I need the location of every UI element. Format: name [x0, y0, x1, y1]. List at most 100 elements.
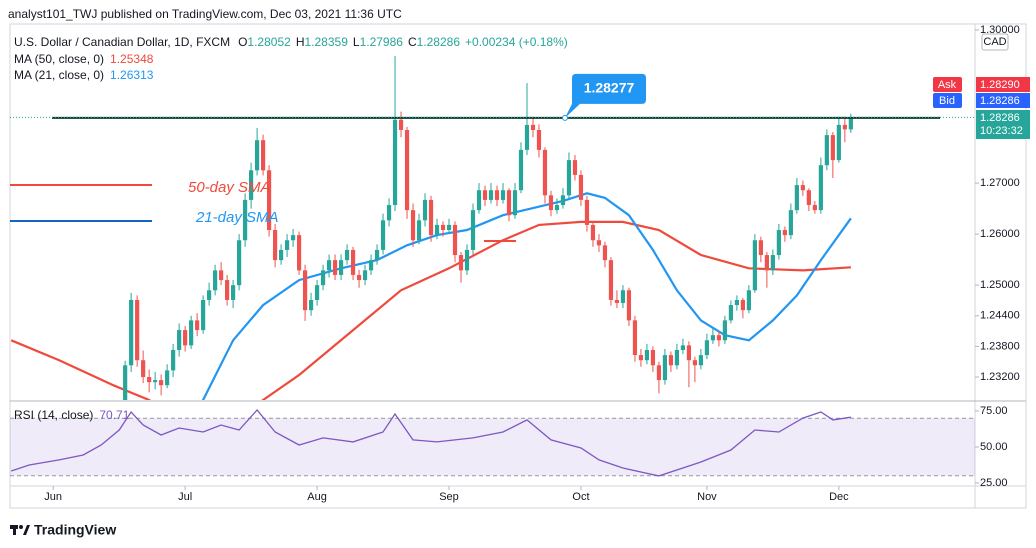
candle-body — [207, 290, 212, 300]
rsi-tick-label: 25.00 — [980, 477, 1008, 489]
candle-body — [686, 345, 692, 361]
candle-body — [392, 119, 398, 206]
candle-body — [195, 320, 200, 331]
candle-body — [314, 285, 320, 300]
candle-body — [692, 360, 698, 366]
moving-average — [10, 220, 851, 400]
candle-body — [356, 274, 362, 281]
logo: TradingView — [10, 522, 116, 538]
candle-body — [578, 174, 584, 200]
ma-legend: MA (21, close, 0) 1.26313 — [14, 68, 154, 82]
candle-body — [782, 230, 787, 236]
annotation: 21-day SMA — [195, 209, 279, 226]
x-tick-label: Aug — [307, 491, 327, 503]
candle-body — [326, 260, 332, 271]
candle-body — [620, 290, 626, 304]
candle-body — [249, 170, 254, 200]
x-tick-label: Jul — [178, 491, 192, 503]
candle-body — [542, 149, 548, 196]
candle-body — [458, 255, 464, 271]
price-pane — [10, 55, 975, 400]
quote-name: Bid — [939, 95, 955, 107]
candle-body — [153, 380, 158, 383]
candle-body — [464, 249, 470, 271]
legend: U.S. Dollar / Canadian Dollar, 1D, FXCM O… — [14, 35, 568, 49]
last-price-box — [976, 110, 1030, 139]
ohlc-value: 1.28052 — [247, 35, 291, 49]
ohlc-label: L — [353, 35, 360, 49]
candle-body — [350, 249, 356, 275]
candle-body — [476, 190, 482, 211]
candle-body — [344, 249, 350, 261]
rsi-line — [10, 409, 851, 477]
candle-body — [278, 249, 284, 261]
candle-body — [512, 190, 518, 216]
candle-body — [644, 349, 650, 361]
candle-body — [662, 355, 668, 381]
candle-body — [740, 299, 745, 311]
candle-body — [225, 280, 230, 300]
candle-body — [554, 205, 560, 211]
rsi-tick-label: 75.00 — [980, 405, 1008, 417]
rsi-pane — [10, 409, 975, 477]
candle-body — [734, 299, 739, 306]
candle-body — [201, 299, 206, 331]
candle-body — [722, 320, 728, 341]
candle-body — [500, 190, 506, 200]
quote-tag — [933, 77, 962, 92]
rsi-band — [10, 418, 975, 476]
candle-body — [590, 224, 596, 241]
rsi-value: 70.71 — [99, 408, 129, 422]
candle-body — [824, 135, 829, 166]
candle-body — [842, 124, 847, 130]
candle-body — [177, 330, 182, 350]
candle-body — [776, 230, 781, 256]
candle-body — [626, 290, 632, 321]
ma-name: MA (50, close, 0) — [14, 52, 104, 66]
candle-body — [159, 380, 164, 386]
candle-body — [674, 349, 680, 366]
candle-body — [488, 190, 494, 200]
rsi-legend: RSI (14, close) 70.71 — [14, 408, 130, 422]
candle-body — [129, 299, 134, 366]
countdown: 10:23:32 — [980, 125, 1023, 137]
candle-body — [386, 205, 392, 221]
rsi-tick-label: 50.00 — [980, 441, 1008, 453]
candle-body — [374, 249, 380, 261]
candle-body — [243, 199, 248, 241]
symbol: U.S. Dollar / Canadian Dollar, 1D, FXCM — [14, 35, 230, 49]
overlay: 1.28277 50-day SMA 21-day SMA CAD Ask 1.28290… — [188, 33, 1030, 226]
candle-body — [171, 349, 176, 371]
candle-body — [123, 365, 128, 400]
x-tick-label: Oct — [572, 491, 589, 503]
x-tick-label: Dec — [829, 491, 849, 503]
ma-value: 1.25348 — [110, 52, 154, 66]
candle-body — [272, 230, 278, 261]
candle-body — [764, 255, 769, 271]
candle-body — [788, 210, 793, 236]
candle-body — [332, 260, 338, 275]
candle-body — [584, 199, 590, 225]
change: +0.00234 (+0.18%) — [465, 35, 568, 49]
candle-body — [380, 220, 386, 250]
quote-box — [976, 77, 1030, 92]
candle-body — [189, 320, 194, 346]
candle-body — [398, 119, 404, 130]
candle-body — [704, 340, 710, 356]
frame — [9, 23, 1027, 509]
quote-tag — [933, 93, 962, 108]
candle-body — [524, 124, 530, 150]
currency-box — [981, 33, 1009, 51]
rsi-name: RSI (14, close) — [14, 408, 93, 422]
callout — [565, 73, 646, 118]
candle-body — [254, 140, 260, 171]
candle-body — [290, 235, 296, 241]
y-tick-label: 1.26000 — [980, 228, 1020, 240]
candle-body — [141, 360, 146, 378]
y-tick-label: 1.27000 — [980, 177, 1020, 189]
candle-body — [518, 149, 524, 191]
candle-body — [147, 377, 152, 383]
candle-body — [680, 345, 686, 350]
